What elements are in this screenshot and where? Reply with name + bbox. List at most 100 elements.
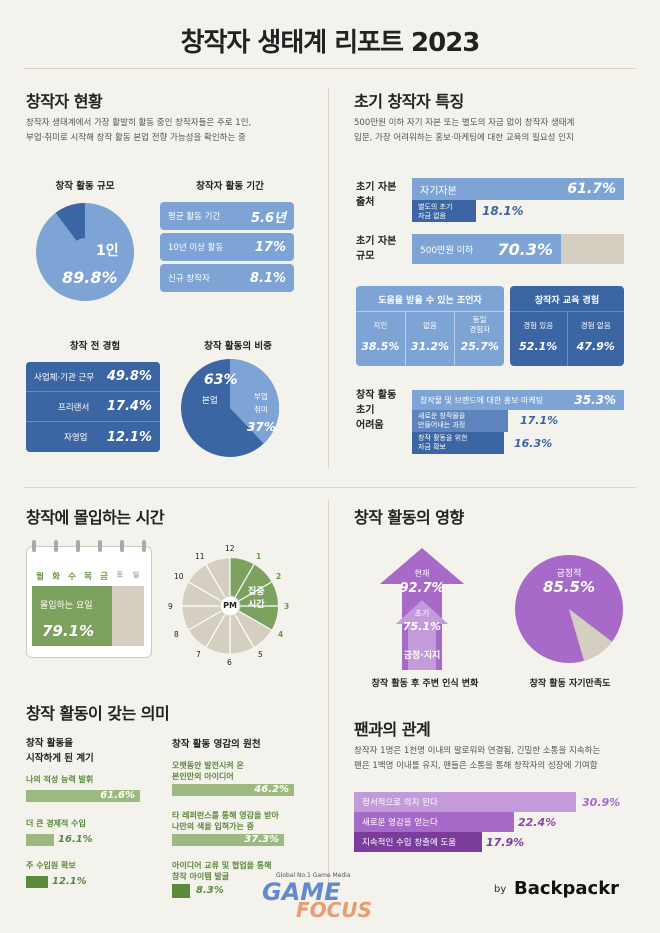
src-main-bar: 자기자본 61.7% [412, 178, 624, 200]
prev-label: 창작 전 경험 [69, 341, 121, 352]
fan-value: 22.4% [518, 816, 557, 829]
init-value: 75.1% [402, 620, 442, 633]
motive-bar [26, 876, 48, 888]
src-label: 초기 자본 출처 [356, 182, 397, 208]
diff-bar-3: 창작 활동을 위한 자금 확보 [412, 432, 504, 454]
fan-value: 30.9% [582, 796, 621, 809]
focus-days-value: 79.1% [42, 622, 95, 640]
src-sub-bar: 별도의 초기 자금 없음 [412, 200, 476, 222]
satisfaction-pie [515, 555, 623, 663]
ratio-label: 창작 활동의 비중 [204, 341, 272, 352]
focus-days-block [32, 586, 112, 646]
period-label: 창작자 활동 기간 [196, 181, 264, 192]
source-value: 8.3% [196, 885, 224, 896]
divider [24, 487, 636, 488]
scale2-bar: 500만원 이하 70.3% [412, 234, 561, 264]
arrow-tag: 긍정·지지 [403, 651, 441, 661]
watermark-game: GAME [262, 878, 341, 906]
hour-label: 11 [195, 552, 205, 561]
watermark-tagline: Global No.1 Game Media [276, 872, 351, 879]
hour-label: 1 [256, 552, 262, 561]
source-bar [172, 884, 190, 898]
diff-value-3: 16.3% [514, 437, 553, 450]
motive-value: 16.1% [58, 834, 93, 845]
scale-center: 1인 [96, 243, 119, 259]
section-heading: 초기 창작자 특징 [354, 92, 464, 111]
education-box: 창작자 교육 경험 경험 있음 52.1% 경험 없음 47.9% [510, 286, 624, 366]
section-heading: 창작자 현황 [26, 92, 103, 111]
period-table: 평균 활동 기간 5.6년 10년 이상 활동 17% 신규 창작자 8.1% [160, 202, 294, 292]
divider [328, 88, 329, 468]
hour-label: 7 [196, 650, 201, 659]
hour-label: 2 [276, 572, 282, 581]
ratio-main-label: 본업 [202, 396, 218, 406]
scale-value: 89.8% [62, 268, 118, 287]
scale-label: 창작 활동 규모 [55, 181, 115, 192]
fan-bar: 정서적으로 의지 된다 [354, 792, 576, 812]
prev-row: 프리랜서 17.4% [26, 392, 160, 422]
section-heading: 창작에 몰입하는 시간 [26, 508, 165, 527]
pie-label: 긍정적 [556, 569, 582, 579]
hour-label: 6 [227, 658, 232, 667]
hour-label: 3 [284, 602, 290, 611]
perception-arrow [380, 548, 464, 670]
hour-label: 8 [174, 630, 179, 639]
scale2-label: 초기 자본 규모 [356, 236, 397, 262]
watermark-focus: FOCUS [296, 898, 372, 922]
arrow-caption: 창작 활동 후 주변 인식 변화 [371, 679, 479, 689]
motive-label: 나의 적성 능력 발휘 [26, 775, 94, 784]
period-row: 10년 이상 활동 17% [160, 233, 294, 261]
diff-label: 창작 활동 초기 어려움 [356, 390, 397, 431]
focus-days-label: 몰입하는 요일 [40, 601, 93, 611]
divider [24, 68, 636, 69]
fan-bar: 새로운 영감을 얻는다 [354, 812, 514, 832]
motive-value: 12.1% [52, 876, 87, 887]
source-bar: 46.2% [172, 784, 294, 796]
section-desc: 창작자 1명은 1천명 이내의 팔로워와 연결됨, 긴밀한 소통을 지속하는 팬은… [354, 746, 601, 771]
section-heading: 창작 활동의 영향 [354, 508, 464, 527]
motive-label: 더 큰 경제적 수입 [26, 819, 86, 828]
source-label: 아이디어 교류 및 협업을 통해 창작 아이템 발굴 [172, 861, 272, 881]
prev-row: 사업체·기관 근무 49.8% [26, 362, 160, 392]
fan-bar: 지속적인 수입 창출에 도움 [354, 832, 482, 852]
init-label: 초기 [414, 609, 430, 618]
period-row: 평균 활동 기간 5.6년 [160, 202, 294, 230]
weekend-block [112, 586, 144, 646]
ratio-pie [181, 359, 280, 457]
period-row: 신규 창작자 8.1% [160, 264, 294, 292]
motive-label: 주 수입원 확보 [26, 861, 76, 870]
hour-label: 5 [258, 650, 263, 659]
diff-main-bar: 창작물 및 브랜드에 대한 홍보·마케팅 35.3% [412, 390, 624, 410]
prev-row: 자영업 12.1% [26, 422, 160, 452]
src-sub-value: 18.1% [482, 204, 524, 218]
fan-value: 17.9% [486, 836, 525, 849]
section-desc: 500만원 이하 자기 자본 또는 별도의 자금 없이 창작자 생태계 입문, 가… [354, 118, 575, 143]
motive-title: 창작 활동을 시작하게 된 계기 [26, 738, 94, 764]
source-label: 오랫동안 발전시켜 온 본인만의 아이디어 [172, 761, 244, 781]
page-title: 창작자 생태계 리포트 2023 [180, 28, 481, 58]
advisor-box: 도움을 받을 수 있는 조언자 지인 38.5% 없음 31.2% 동일 경험자 25.… [356, 286, 504, 366]
source-label: 타 레퍼런스를 통해 영감을 받아 나만의 색을 입혀가는 중 [172, 811, 279, 831]
clock-chart [181, 557, 279, 655]
section-desc: 창작자 생태계에서 가장 활발히 활동 중인 창작자들은 주로 1인, 부업·취미… [26, 118, 252, 143]
source-bar: 37.3% [172, 834, 284, 846]
scale-donut [36, 203, 134, 301]
section-heading: 팬과의 관계 [354, 720, 431, 739]
hour-label: 4 [278, 630, 284, 639]
motive-bar: 61.6% [26, 790, 140, 802]
clock-center: PM [223, 601, 237, 610]
calendar-rings [32, 540, 146, 552]
hour-label: 12 [225, 544, 235, 553]
hour-label: 9 [168, 602, 173, 611]
section-heading: 창작 활동이 갖는 의미 [26, 704, 170, 723]
prev-table: 사업체·기관 근무 49.8% 프리랜서 17.4% 자영업 12.1% [26, 362, 160, 452]
now-value: 92.7% [399, 581, 445, 596]
by-label: by [494, 884, 507, 895]
pie-caption: 창작 활동 자기만족도 [529, 679, 611, 689]
ratio-main-value: 63% [204, 372, 238, 388]
now-label: 현재 [414, 569, 430, 578]
diff-bar-2: 새로운 창작물을 만들어내는 과정 [412, 410, 508, 432]
ratio-side-value: 37% [247, 420, 276, 434]
pie-value: 85.5% [542, 578, 596, 596]
